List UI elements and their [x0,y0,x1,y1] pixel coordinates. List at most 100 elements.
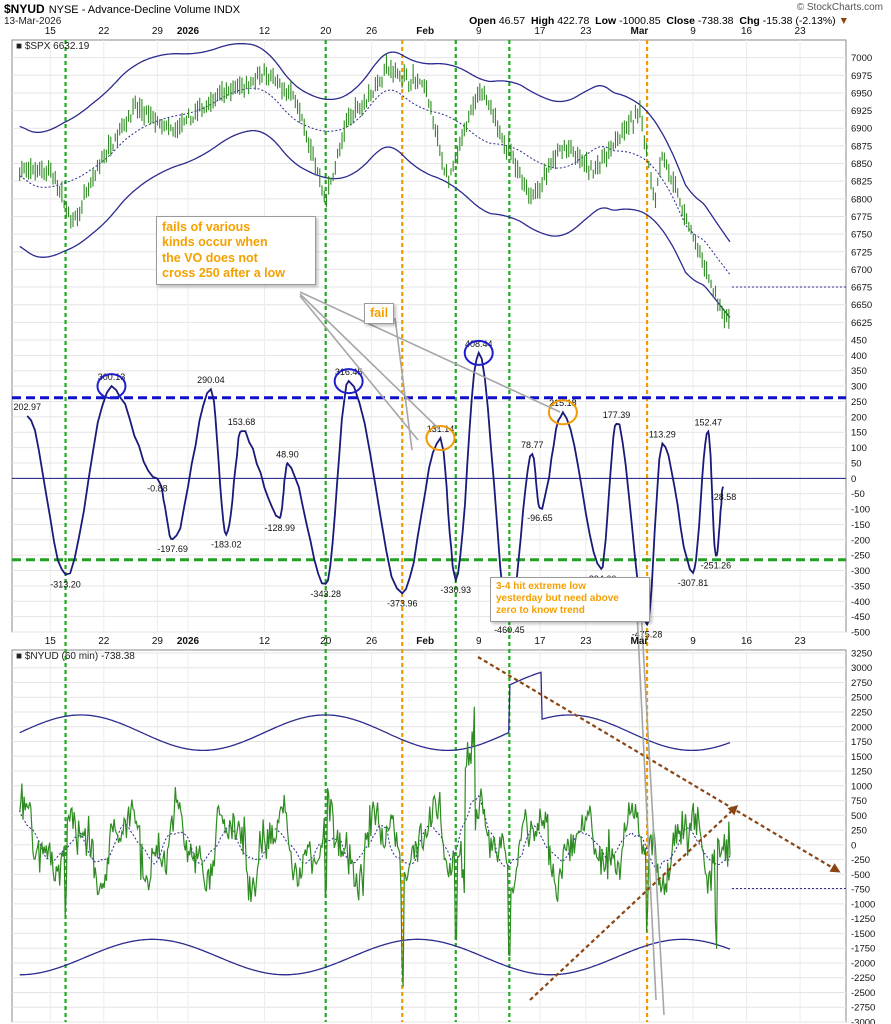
oscillator-data-label: -475.28 [632,629,663,639]
oscillator-data-label: 215.18 [549,398,577,408]
symbol-ticker: $NYUD [4,2,45,16]
chart-date: 13-Mar-2026 [4,16,62,27]
quote-summary: Open 46.57 High 422.78 Low -1000.85 Clos… [469,15,849,27]
price-y-tick-label: 6925 [851,106,872,117]
price-x-tick-label: Feb [416,26,434,37]
fails-pointer [299,293,441,431]
price-x-tick-label: 9 [476,26,482,37]
nyud-y-tick-label: -2750 [851,1003,875,1014]
oscillator-data-label: 48.90 [276,449,299,459]
oscillator-x-tick-label: Feb [416,636,434,647]
nyud-legend: ■ $NYUD (60 min) -738.38 [16,651,135,662]
oscillator-data-label: -330.93 [441,585,472,595]
oscillator-data-label: -183.02 [211,540,242,550]
nyud-y-tick-label: -2500 [851,988,875,999]
nyud-y-tick-label: 0 [851,840,856,851]
price-y-tick-label: 6700 [851,265,872,276]
blue-highlight-circle [96,373,127,400]
nyud-y-tick-label: 1250 [851,767,872,778]
nyud-y-tick-label: 3000 [851,663,872,674]
oscillator-y-tick-label: -350 [851,581,870,592]
price-x-tick-label: 22 [98,26,110,37]
orange-highlight-circle [425,425,456,452]
price-panel: ■ $SPX 6632.19 [16,41,846,329]
extreme-pointer [635,591,657,1001]
oscillator-y-tick-label: -500 [851,628,870,639]
oscillator-y-tick-label: 400 [851,351,867,362]
oscillator-y-tick-label: 450 [851,336,867,347]
nyud-y-tick-label: -2250 [851,973,875,984]
price-y-tick-label: 6800 [851,194,872,205]
oscillator-x-tick-label: 29 [152,636,164,647]
price-x-tick-label: 29 [152,26,164,37]
fail-pointer [394,317,413,451]
oscillator-y-tick-label: 250 [851,397,867,408]
price-y-tick-label: 6825 [851,177,872,188]
nyud-y-tick-label: -3000 [851,1018,875,1024]
oscillator-x-tick-label: 9 [690,636,696,647]
oscillator-y-tick-label: 150 [851,428,867,439]
price-x-tick-label: 23 [795,26,807,37]
oscillator-x-tick-label: 2026 [177,636,200,647]
oscillator-y-tick-label: 300 [851,382,867,393]
nyud-y-tick-label: 1500 [851,752,872,763]
oscillator-y-tick-label: 350 [851,366,867,377]
fails-annotation-note: fails of various kinds occur when the VO… [156,216,316,285]
nyud-y-tick-label: 750 [851,796,867,807]
price-x-tick-label: 20 [320,26,332,37]
oscillator-x-tick-label: 17 [534,636,546,647]
price-y-tick-label: 6725 [851,247,872,258]
price-y-tick-label: 6775 [851,212,872,223]
price-y-tick-label: 6625 [851,318,872,329]
oscillator-data-label: 316.45 [335,367,363,377]
orange-highlight-circle [547,399,578,426]
oscillator-x-tick-label: 23 [580,636,592,647]
open-value: 46.57 [498,15,526,27]
oscillator-y-tick-label: -400 [851,597,870,608]
symbol-title: $NYUD NYSE - Advance-Decline Volume INDX [4,2,240,16]
nyud-y-tick-label: 1000 [851,781,872,792]
price-y-tick-label: 6900 [851,124,872,135]
oscillator-x-tick-label: 20 [320,636,332,647]
price-legend: ■ $SPX 6632.19 [16,41,90,52]
price-x-tick-label: Mar [631,26,649,37]
nyud-y-tick-label: 3250 [851,648,872,659]
oscillator-data-label: -373.96 [387,598,418,608]
oscillator-x-tick-label: 12 [259,636,271,647]
oscillator-x-tick-label: 15 [45,636,57,647]
axis-labels: 7000 6975 6950 6925 6900 6875 6850 6825 6800 6775… [45,26,876,1024]
blue-highlight-circle [463,339,494,366]
price-y-tick-label: 6750 [851,230,872,241]
credit-label: © StockCharts.com [796,2,883,13]
nyud-upper-band [19,671,731,752]
price-y-tick-label: 6975 [851,71,872,82]
grid-lines [12,40,846,1023]
price-x-tick-label: 23 [580,26,592,37]
nyud-y-tick-label: 250 [851,826,867,837]
oscillator-data-label: -96.65 [527,513,553,523]
oscillator-data-label: 177.39 [603,410,631,420]
oscillator-y-tick-label: -100 [851,505,870,516]
price-y-tick-label: 6950 [851,88,872,99]
oscillator-data-label: 408.44 [465,339,493,349]
oscillator-data-label: -128.99 [265,523,296,533]
oscillator-x-tick-label: 22 [98,636,110,647]
annotation-overlay [299,291,841,1016]
low-value: -1000.85 [619,15,661,27]
oscillator-y-tick-label: 100 [851,443,867,454]
fails-pointer [299,295,419,441]
chg-value: -15.38 (-2.13%) [762,15,836,27]
oscillator-y-tick-label: -200 [851,535,870,546]
price-x-tick-label: 12 [259,26,271,37]
nyud-y-tick-label: -1250 [851,914,875,925]
nyud-y-tick-label: -2000 [851,958,875,969]
oscillator-data-label: -197.69 [157,544,188,554]
blue-highlight-circle [333,368,364,395]
price-upper-band [19,43,731,243]
oscillator-data-label: -28.58 [711,492,737,502]
nyud-lower-band [19,938,731,976]
oscillator-x-tick-label: 9 [476,636,482,647]
date-markers [64,40,649,1022]
oscillator-data-label: 131.14 [427,424,455,434]
